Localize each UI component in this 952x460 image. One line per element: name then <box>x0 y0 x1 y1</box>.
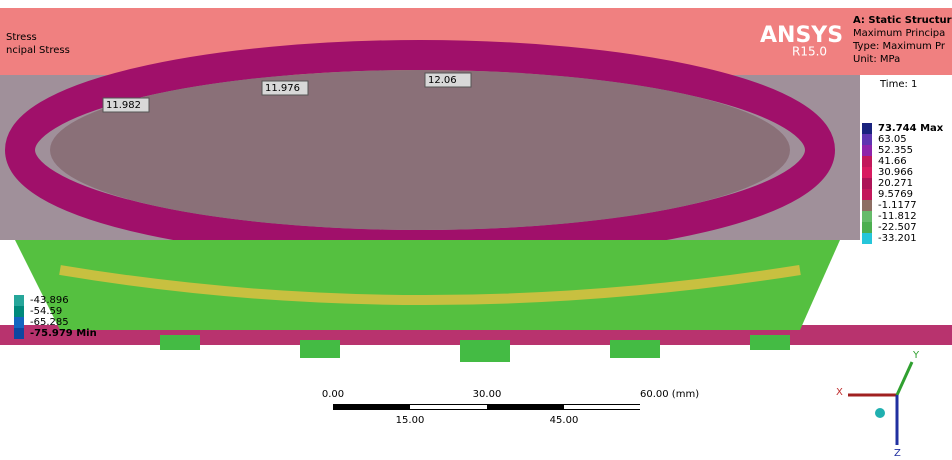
legend-swatch <box>862 222 872 233</box>
legend-label: -43.896 <box>30 295 69 306</box>
probe-label: 11.976 <box>265 83 300 94</box>
legend-label: 30.966 <box>878 167 913 178</box>
legend-label: 41.66 <box>878 156 907 167</box>
legend-label: -11.812 <box>878 211 917 222</box>
analysis: A: Static Structur <box>853 15 952 26</box>
legend-label: -33.201 <box>878 233 917 244</box>
legend-label: -75.979 Min <box>30 328 97 339</box>
legend-label: -22.507 <box>878 222 917 233</box>
probe-box <box>102 97 150 113</box>
legend-swatch <box>14 328 24 339</box>
version: R15.0 <box>792 45 827 59</box>
scale-label: 45.00 <box>550 415 579 426</box>
legend-swatch <box>862 156 872 167</box>
ring-highlight <box>59 265 801 305</box>
legend-label: -1.1177 <box>878 200 917 211</box>
legend-swatch <box>862 167 872 178</box>
header-subtitle: ncipal Stress <box>6 45 70 56</box>
triad-origin <box>875 408 885 418</box>
legend-swatch <box>862 145 872 156</box>
triad-y <box>895 361 914 396</box>
triad-z-label: Z <box>894 448 901 459</box>
legend-label: -65.285 <box>30 317 69 328</box>
legend-swatch <box>14 306 24 317</box>
triad-x-label: X <box>836 387 843 398</box>
legend-label: 20.271 <box>878 178 913 189</box>
legend-swatch <box>862 123 872 134</box>
legend-label: 52.355 <box>878 145 913 156</box>
legend-label: -54.59 <box>30 306 62 317</box>
time: Time: 1 <box>879 79 917 90</box>
ring-lower <box>15 240 840 330</box>
legend-swatch <box>862 200 872 211</box>
scale-label: 30.00 <box>473 389 502 400</box>
probe-label: 11.982 <box>106 100 141 111</box>
scale-label: 0.00 <box>322 389 344 400</box>
legend-label: 73.744 Max <box>878 123 944 134</box>
probe-box <box>261 80 309 96</box>
legend-swatch <box>862 233 872 244</box>
legend-swatch <box>862 134 872 145</box>
legend-label: 63.05 <box>878 134 907 145</box>
triad-y-label: Y <box>912 350 920 361</box>
legend-swatch <box>862 189 872 200</box>
header-title: Stress <box>6 32 37 43</box>
legend-swatch <box>14 295 24 306</box>
legend-label: 9.5769 <box>878 189 913 200</box>
legend-swatch <box>862 211 872 222</box>
probe-box <box>424 72 472 88</box>
scale-label: 60.00 (mm) <box>640 389 699 400</box>
type: Type: Maximum Pr <box>852 41 946 52</box>
legend-swatch <box>14 317 24 328</box>
legend-swatch <box>862 178 872 189</box>
brand: ANSYS <box>760 23 843 48</box>
unit: Unit: MPa <box>853 54 900 65</box>
ring-inner <box>50 70 790 230</box>
result: Maximum Principa <box>853 28 945 39</box>
probe-label: 12.06 <box>428 75 457 86</box>
scale-label: 15.00 <box>396 415 425 426</box>
ring-teeth <box>160 335 790 362</box>
